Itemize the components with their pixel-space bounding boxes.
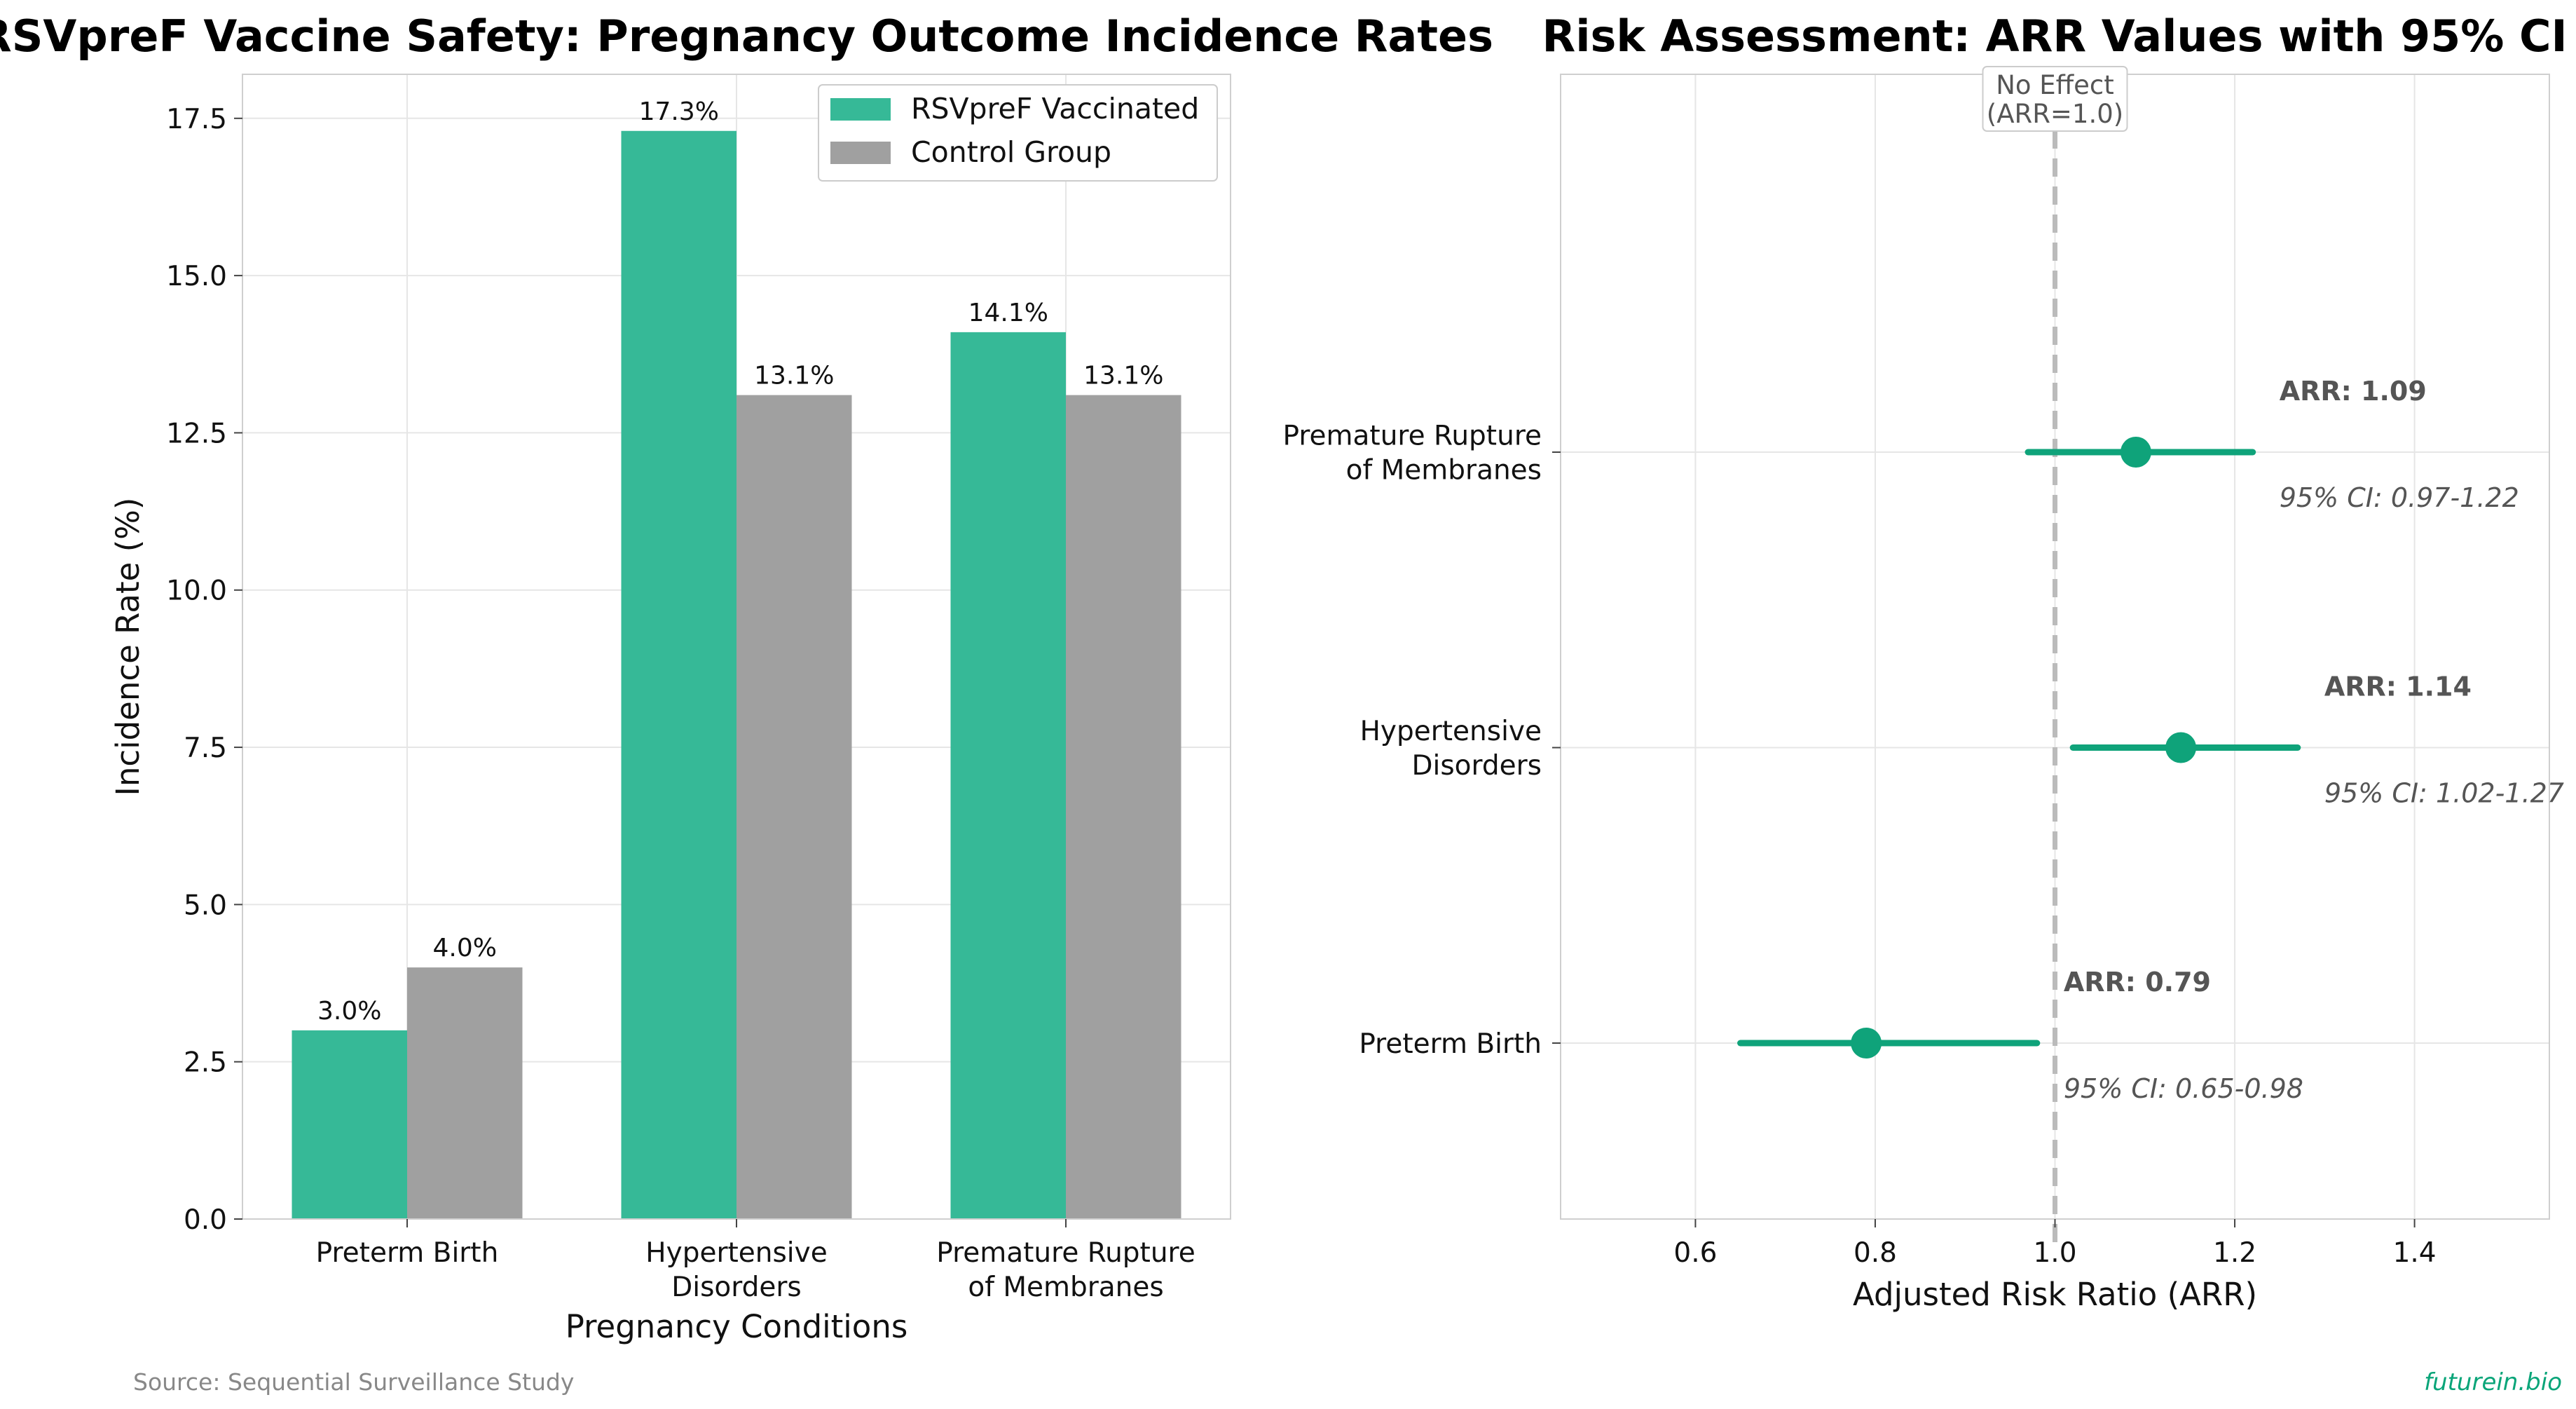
y-tick-label: 0.0: [184, 1204, 227, 1236]
reference-label: (ARR=1.0): [1987, 99, 2123, 129]
y-tick-label: Disorders: [1412, 750, 1542, 782]
bar-control: [407, 967, 523, 1219]
arr-point: [2165, 732, 2197, 763]
x-tick-label: 0.8: [1854, 1237, 1897, 1269]
x-tick-label: Hypertensive: [645, 1237, 827, 1269]
y-tick-label: Preterm Birth: [1359, 1028, 1542, 1060]
ci-value-label: 95% CI: 0.97-1.22: [2280, 482, 2519, 513]
bar-value-label: 13.1%: [754, 362, 834, 390]
y-tick-label: Premature Rupture: [1283, 421, 1542, 452]
x-axis-label: Adjusted Risk Ratio (ARR): [1853, 1276, 2257, 1313]
forest-plot-title: Risk Assessment: ARR Values with 95% CI: [1542, 11, 2567, 62]
ci-value-label: 95% CI: 0.65-0.98: [2064, 1073, 2303, 1104]
y-tick-label: 2.5: [184, 1047, 227, 1079]
y-tick-label: Hypertensive: [1360, 716, 1542, 747]
bar-vaccinated: [950, 332, 1066, 1219]
arr-value-label: ARR: 0.79: [2064, 967, 2211, 998]
x-tick-label: Preterm Birth: [316, 1237, 499, 1269]
forest-plot-panel: No Effect(ARR=1.0) ARR: 0.79 95% CI: 0.65-…: [1283, 11, 2568, 1313]
reference-label-box: [1982, 66, 2128, 132]
x-tick-label: Premature Rupture: [936, 1237, 1195, 1269]
bar-value-label: 17.3%: [639, 97, 719, 126]
legend-label: Control Group: [911, 135, 1111, 169]
bar-value-label: 3.0%: [317, 997, 381, 1026]
x-tick-label: Disorders: [671, 1272, 802, 1303]
legend-label: RSVpreF Vaccinated: [911, 92, 1199, 125]
y-tick-label: 17.5: [166, 104, 227, 135]
bar-value-label: 13.1%: [1083, 362, 1163, 390]
legend-box: [818, 84, 1218, 182]
bar-value-label: 4.0%: [433, 934, 497, 962]
arr-value-label: ARR: 1.14: [2324, 672, 2472, 702]
y-tick-label: 7.5: [184, 733, 227, 764]
brand-watermark: futurein.bio: [2424, 1368, 2562, 1396]
x-tick-label: 1.4: [2393, 1237, 2437, 1269]
legend-swatch: [830, 142, 891, 164]
y-tick-label: 5.0: [184, 890, 227, 921]
y-tick-label: of Membranes: [1346, 455, 1542, 486]
bar-value-label: 14.1%: [968, 299, 1048, 327]
arr-point: [2120, 437, 2151, 468]
legend: RSVpreF Vaccinated Control Group: [818, 84, 1218, 182]
bar-control: [737, 395, 852, 1219]
bar-chart-title: RSVpreF Vaccine Safety: Pregnancy Outcom…: [0, 11, 1493, 62]
reference-label: No Effect: [1996, 70, 2114, 100]
x-tick-label: of Membranes: [968, 1272, 1163, 1303]
x-tick-label: 1.0: [2033, 1237, 2076, 1269]
source-note: Source: Sequential Surveillance Study: [133, 1368, 574, 1396]
bar-vaccinated: [621, 130, 737, 1220]
y-tick-label: 15.0: [166, 261, 227, 292]
x-axis-label: Pregnancy Conditions: [566, 1308, 908, 1345]
bar-vaccinated: [292, 1030, 407, 1219]
arr-point: [1851, 1028, 1882, 1059]
bar-control: [1066, 395, 1181, 1219]
y-tick-label: 12.5: [166, 418, 227, 449]
legend-swatch: [830, 98, 891, 121]
x-tick-label: 1.2: [2213, 1237, 2256, 1269]
arr-value-label: ARR: 1.09: [2280, 376, 2427, 407]
y-tick-label: 10.0: [166, 576, 227, 607]
ci-value-label: 95% CI: 1.02-1.27: [2324, 778, 2564, 809]
x-tick-label: 0.6: [1673, 1237, 1717, 1269]
y-axis-label: Incidence Rate (%): [109, 498, 146, 796]
bar-chart-panel: 3.0% 17.3% 14.1% 4.0% 13.1% 13.1% 0.0 2.5 5.0 7.5…: [0, 11, 1493, 1345]
